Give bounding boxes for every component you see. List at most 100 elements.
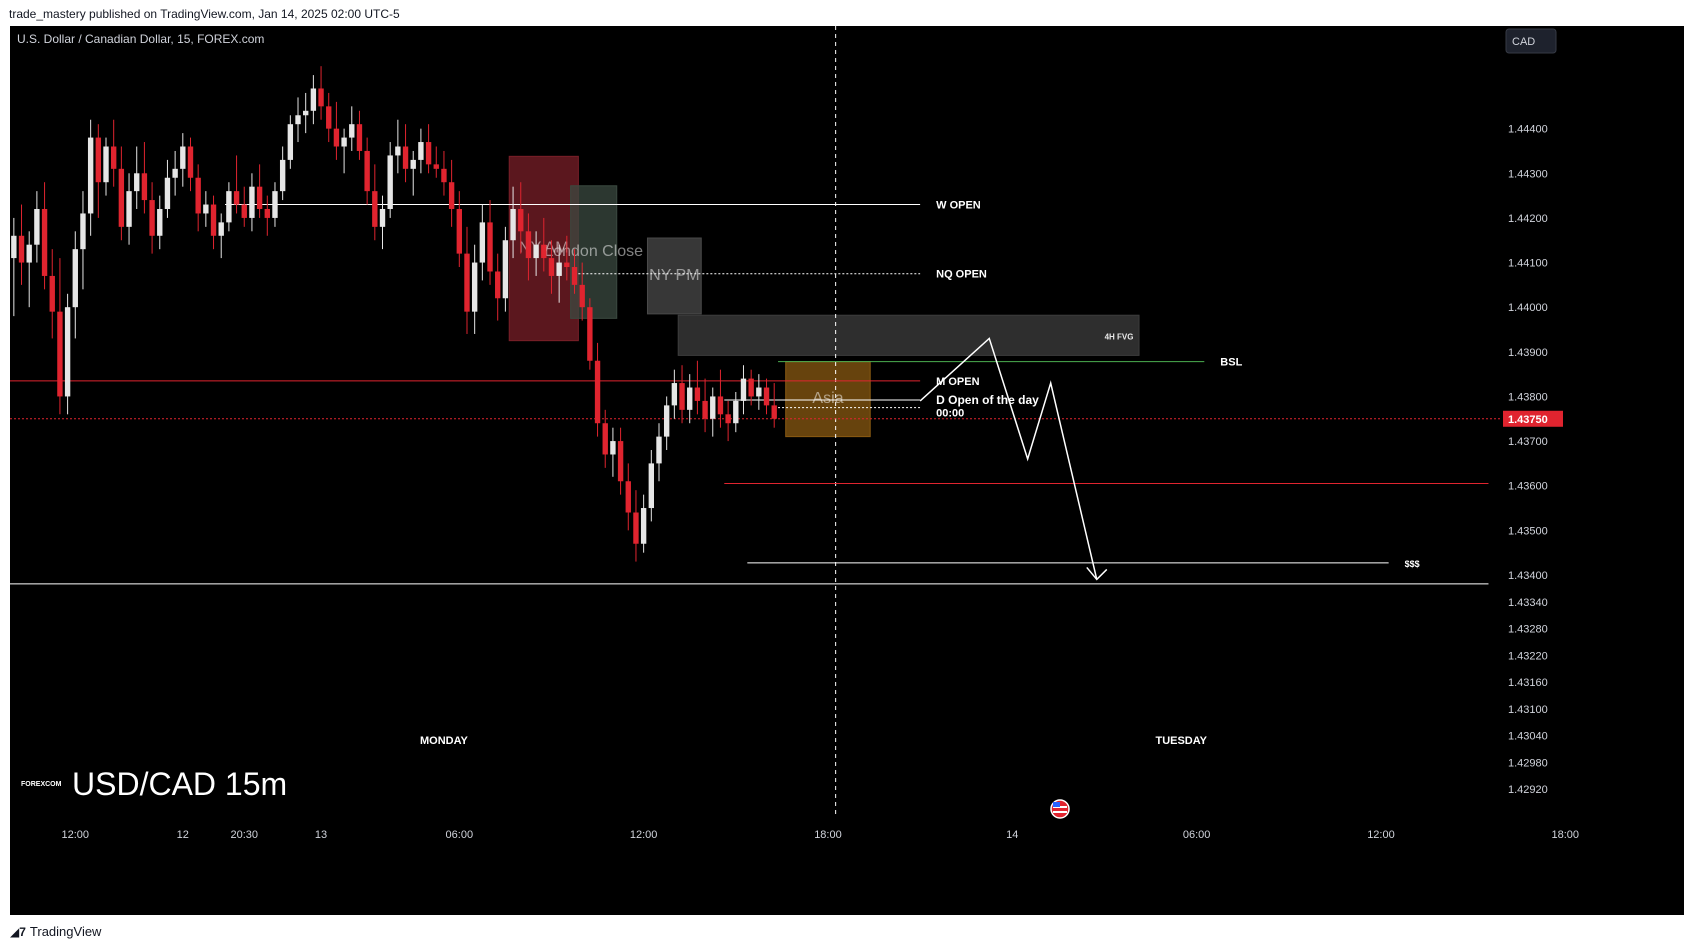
candle-body <box>218 222 224 236</box>
time-axis-bg <box>10 816 1684 915</box>
price-tick-label: 1.43600 <box>1508 481 1548 493</box>
current-price-tag <box>1503 410 1563 427</box>
currency-button-bg[interactable] <box>1505 28 1557 54</box>
candle-body <box>72 249 78 308</box>
candle-body <box>763 387 770 406</box>
candle-body <box>710 396 716 419</box>
candle-body <box>756 387 762 397</box>
candle-body <box>134 173 140 192</box>
level-label: D Open of the day <box>936 393 1039 407</box>
price-tick-label: 1.43700 <box>1508 436 1548 448</box>
candle-body <box>648 463 655 509</box>
candle-body <box>187 146 194 178</box>
price-tick-label: 1.43280 <box>1508 624 1548 636</box>
candle-body <box>318 88 324 107</box>
candle-body <box>448 182 455 209</box>
candle-body <box>18 235 25 263</box>
candle-body <box>610 441 616 455</box>
price-tick-label: 1.43900 <box>1508 347 1548 359</box>
level-label: M OPEN <box>936 376 979 388</box>
price-axis[interactable]: 1.44400 1.44300 1.44200 1.44100 1.44000 1.439… <box>1500 26 1684 915</box>
price-tick-label: 1.42980 <box>1508 757 1548 769</box>
candle-body <box>725 414 731 424</box>
candle-body <box>110 146 117 169</box>
candle-body <box>663 405 670 437</box>
price-tick-label: 1.43160 <box>1508 677 1548 689</box>
candle-body <box>349 124 355 138</box>
price-tick-label: 1.43040 <box>1508 731 1548 743</box>
time-tick-label: 20:30 <box>230 829 258 841</box>
candle-body <box>518 208 524 232</box>
candle-body <box>656 436 662 464</box>
currency-button[interactable]: CAD <box>1505 28 1557 54</box>
candle-body <box>233 191 240 205</box>
day-label: TUESDAY <box>1155 735 1207 747</box>
candle-body <box>172 168 178 178</box>
time-tick-label: 12:00 <box>62 829 90 841</box>
time-axis[interactable]: 12:00 12 20:30 13 06:00 12:00 18:00 14 06:00 12:0… <box>10 735 1684 915</box>
time-tick-label: 12:00 <box>630 829 658 841</box>
candle-body <box>594 360 601 424</box>
zone-box <box>570 185 618 319</box>
candle-body <box>57 311 63 397</box>
candle-body <box>118 168 125 227</box>
candle-body <box>571 267 578 285</box>
candle-body <box>249 186 255 218</box>
time-tick-label: 12:00 <box>1367 829 1395 841</box>
level-label: $$$ <box>1405 559 1420 569</box>
time-tick-label: 13 <box>315 829 327 841</box>
candle-body <box>771 405 777 419</box>
candle-body <box>64 307 71 397</box>
candle-body <box>640 508 647 544</box>
us-flag-event-icon[interactable] <box>1050 799 1070 819</box>
candle-body <box>633 512 639 544</box>
time-tick-label: 18:00 <box>814 829 842 841</box>
candle-body <box>541 244 547 259</box>
candle-body <box>26 244 32 263</box>
price-tick-label: 1.44200 <box>1508 213 1548 225</box>
candle-body <box>203 204 209 214</box>
candle-body <box>326 106 332 129</box>
candle-body <box>441 168 447 183</box>
candle-body <box>479 222 486 263</box>
candle-body <box>303 110 309 116</box>
candle-body <box>679 383 685 410</box>
footer-brand[interactable]: TradingView <box>29 924 102 939</box>
level-label: BSL <box>1220 357 1242 369</box>
candle-body <box>157 208 163 236</box>
candle-body <box>272 191 278 218</box>
time-tick-label: 06:00 <box>446 829 474 841</box>
candle-body <box>333 128 340 147</box>
candle-body <box>471 262 478 312</box>
candle-body <box>433 164 439 169</box>
zone-label: 4H FVG <box>1105 332 1134 341</box>
projection-layer <box>919 337 1108 581</box>
candle-body <box>579 284 585 308</box>
candle-body <box>49 275 55 312</box>
candle-body <box>279 159 286 192</box>
candle-body <box>364 150 370 192</box>
candle-body <box>495 271 501 299</box>
candle-body <box>180 146 186 169</box>
levels-layer: W OPEN NQ OPEN BSL M OPEN D Open of the day0… <box>10 200 1500 585</box>
candle-body <box>702 400 708 419</box>
level-label: NQ OPEN <box>936 269 987 281</box>
candle-body <box>464 253 470 312</box>
candle-body <box>733 400 739 424</box>
projection-line <box>919 337 1098 580</box>
candle-body <box>287 124 294 160</box>
time-tick-label: 06:00 <box>1183 829 1211 841</box>
footer: ◢7 TradingView <box>10 924 101 939</box>
candle-body <box>510 208 516 241</box>
zone-box <box>677 314 1140 356</box>
candle-body <box>310 88 317 111</box>
candle-body <box>748 378 754 397</box>
candle-body <box>671 383 678 406</box>
currency-button-label[interactable]: CAD <box>1512 36 1535 48</box>
candle-body <box>487 222 493 272</box>
candle-body <box>126 191 132 227</box>
time-tick-label: 18:00 <box>1552 829 1580 841</box>
candle-body <box>372 191 378 227</box>
